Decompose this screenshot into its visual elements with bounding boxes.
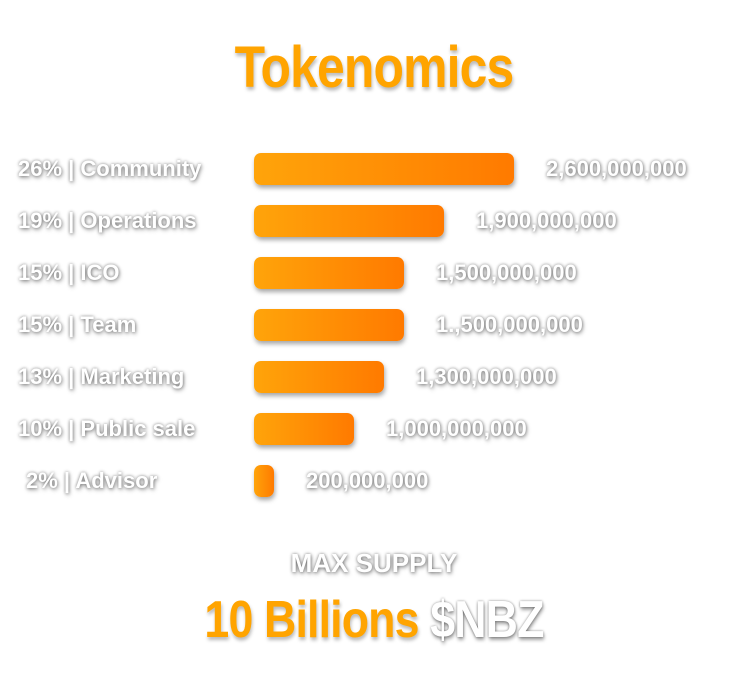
bar <box>254 257 404 289</box>
bar-category-label: 26% | Community <box>18 156 202 181</box>
bar <box>254 361 384 393</box>
bar <box>254 205 444 237</box>
page-title: Tokenomics <box>234 35 515 100</box>
bar-value-label: 2,600,000,000 <box>546 156 687 181</box>
token-ticker: $NBZ <box>430 591 544 649</box>
bar-value-label: 1,900,000,000 <box>476 208 617 233</box>
bar <box>254 153 514 185</box>
bar-value-label: 1,000,000,000 <box>386 416 527 441</box>
max-supply-label: MAX SUPPLY <box>290 548 458 578</box>
bar-category-label: 19% | Operations <box>18 208 197 233</box>
bar-value-label: 1,500,000,000 <box>436 260 577 285</box>
max-supply-amount: 10 Billions <box>204 591 419 649</box>
bar-value-label: 1,300,000,000 <box>416 364 557 389</box>
bar-category-label: 10% | Public sale <box>18 416 196 441</box>
bar <box>254 413 354 445</box>
bar-value-label: 200,000,000 <box>306 468 429 493</box>
bar <box>254 309 404 341</box>
bar <box>254 465 274 497</box>
bar-category-label: 15% | ICO <box>18 260 120 285</box>
bar-category-label: 15% | Team <box>18 312 137 337</box>
bar-value-label: 1.,500,000,000 <box>436 312 583 337</box>
bar-category-label: 2% | Advisor <box>26 468 158 493</box>
max-supply-line: 10 Billions $NBZ <box>52 590 695 650</box>
bar-category-label: 13% | Marketing <box>18 364 185 389</box>
